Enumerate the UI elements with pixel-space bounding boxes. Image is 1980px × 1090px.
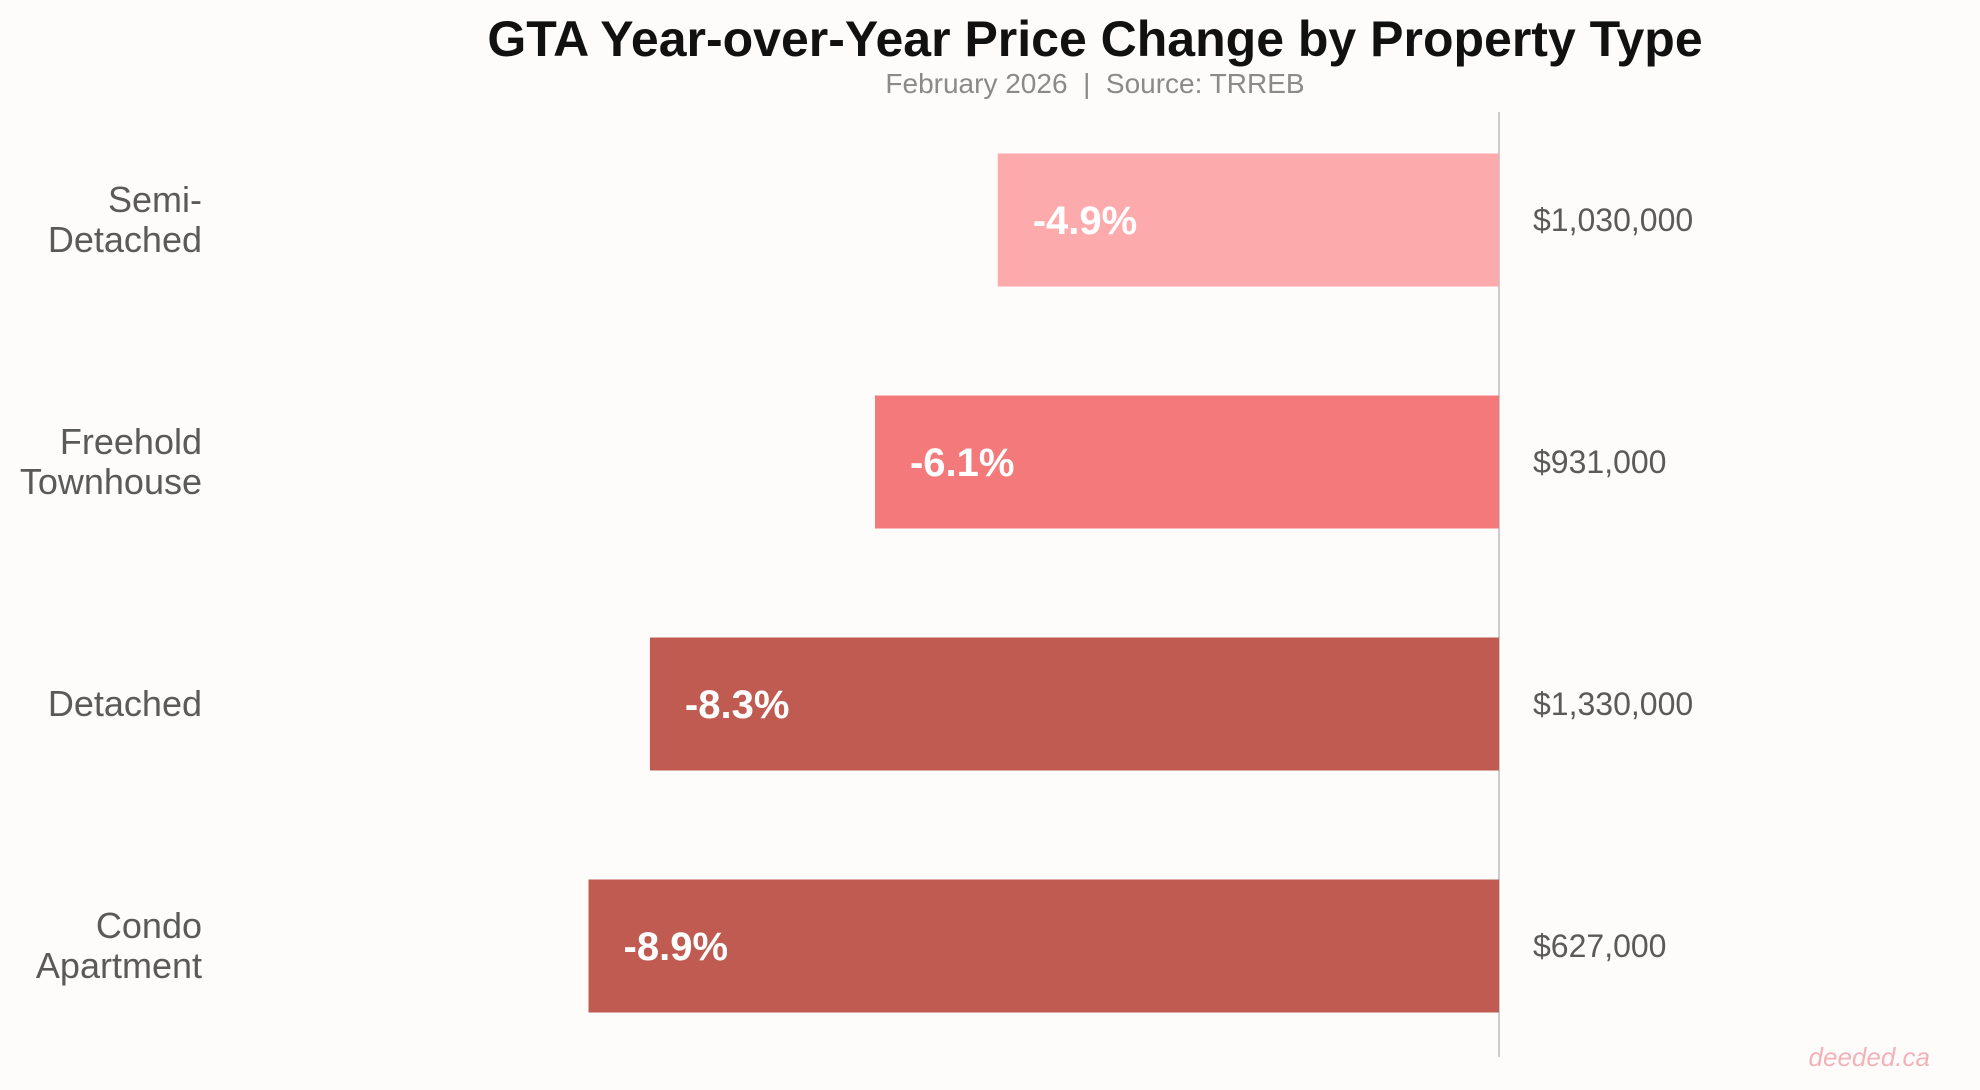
category-label: Condo Apartment — [36, 905, 202, 986]
chart-subtitle: February 2026 | Source: TRREB — [885, 68, 1304, 99]
category-label-line: Townhouse — [20, 461, 202, 502]
category-label: Semi-Detached — [48, 179, 202, 260]
category-label: Detached — [48, 683, 202, 724]
category-label-line: Condo — [96, 905, 202, 946]
category-label-line: Apartment — [36, 945, 202, 986]
bar — [649, 637, 1499, 771]
bar-value-label: -8.9% — [624, 925, 729, 969]
category-label-line: Detached — [48, 683, 202, 724]
bar — [997, 153, 1499, 287]
bar — [874, 395, 1499, 529]
price-label: $931,000 — [1533, 444, 1666, 480]
category-label-line: Freehold — [60, 421, 202, 462]
bar-value-label: -6.1% — [910, 441, 1015, 485]
category-label: Freehold Townhouse — [20, 421, 202, 502]
category-label-line: Semi- — [108, 179, 202, 220]
category-label-line: Detached — [48, 219, 202, 260]
price-label: $1,330,000 — [1533, 686, 1693, 722]
bar-value-label: -8.3% — [685, 683, 790, 727]
chart-title: GTA Year-over-Year Price Change by Prope… — [487, 11, 1702, 67]
bar-value-label: -4.9% — [1033, 199, 1138, 243]
price-label: $627,000 — [1533, 928, 1666, 964]
watermark: deeded.ca — [1809, 1042, 1930, 1072]
price-label: $1,030,000 — [1533, 202, 1693, 238]
bar — [588, 879, 1499, 1013]
